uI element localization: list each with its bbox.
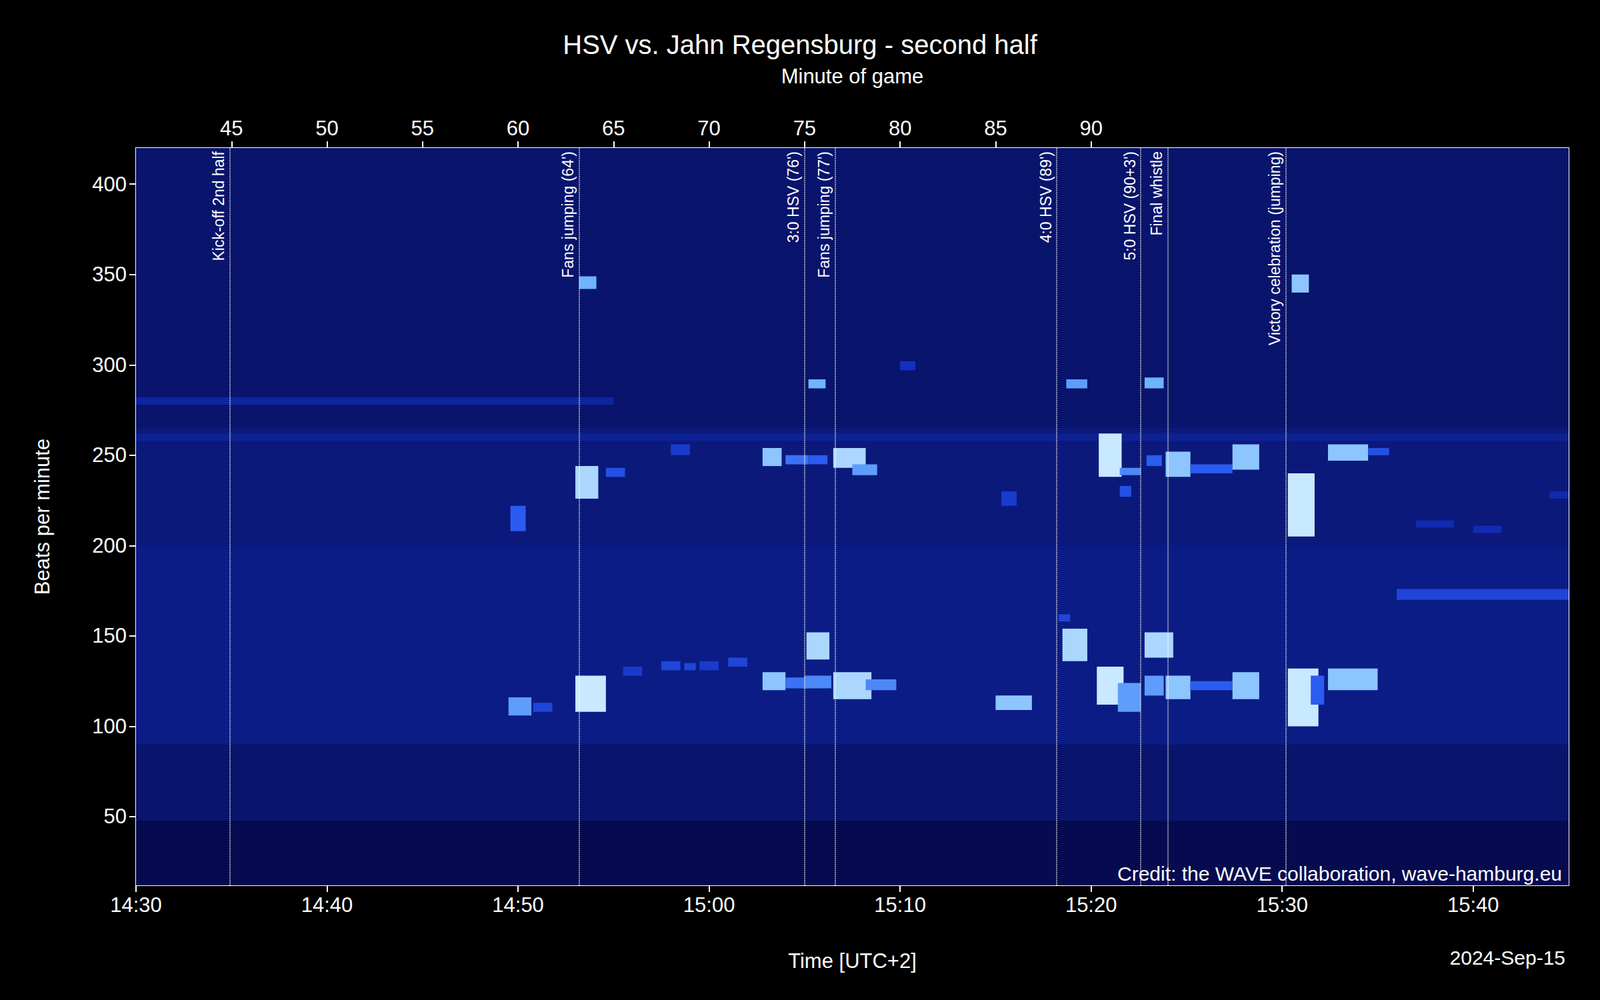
svg-text:14:30: 14:30 (110, 893, 162, 917)
svg-text:75: 75 (793, 116, 816, 140)
svg-text:250: 250 (92, 443, 127, 467)
svg-text:55: 55 (411, 116, 434, 140)
svg-text:4:0 HSV (89'): 4:0 HSV (89') (1037, 151, 1055, 243)
svg-text:50: 50 (315, 116, 338, 140)
svg-text:2024-Sep-15: 2024-Sep-15 (1450, 946, 1566, 969)
svg-text:14:50: 14:50 (492, 893, 544, 917)
svg-text:350: 350 (92, 262, 127, 286)
svg-text:Final whistle: Final whistle (1148, 151, 1166, 236)
svg-text:Kick-off 2nd half: Kick-off 2nd half (210, 150, 228, 261)
svg-text:Time [UTC+2]: Time [UTC+2] (788, 949, 917, 973)
svg-text:Fans jumping (77'): Fans jumping (77') (815, 151, 833, 278)
svg-text:45: 45 (220, 116, 243, 140)
svg-text:Victory celebration (jumping): Victory celebration (jumping) (1266, 151, 1284, 346)
svg-text:200: 200 (92, 534, 127, 558)
svg-text:70: 70 (697, 116, 720, 140)
svg-text:85: 85 (984, 116, 1007, 140)
svg-text:15:20: 15:20 (1065, 893, 1118, 917)
svg-text:15:40: 15:40 (1447, 893, 1500, 917)
svg-text:Minute of game: Minute of game (781, 64, 924, 88)
svg-text:14:40: 14:40 (301, 893, 354, 917)
svg-text:90: 90 (1079, 116, 1102, 140)
svg-text:Beats per minute: Beats per minute (30, 438, 54, 595)
svg-text:HSV vs. Jahn Regensburg - seco: HSV vs. Jahn Regensburg - second half (562, 30, 1038, 60)
svg-text:400: 400 (92, 172, 127, 196)
svg-text:15:00: 15:00 (683, 893, 736, 917)
svg-text:60: 60 (506, 116, 530, 140)
svg-text:100: 100 (92, 714, 127, 738)
svg-text:300: 300 (92, 353, 127, 377)
svg-text:80: 80 (888, 116, 912, 140)
svg-text:3:0 HSV (76'): 3:0 HSV (76') (784, 151, 802, 243)
svg-text:50: 50 (104, 804, 127, 828)
svg-text:Fans jumping (64'): Fans jumping (64') (559, 151, 577, 278)
svg-text:5:0 HSV (90+3'): 5:0 HSV (90+3') (1121, 151, 1139, 261)
svg-text:15:10: 15:10 (874, 893, 926, 917)
svg-text:15:30: 15:30 (1256, 893, 1308, 917)
svg-text:150: 150 (92, 624, 127, 648)
svg-text:Credit: the WAVE collaboration: Credit: the WAVE collaboration, wave-ham… (1117, 862, 1562, 885)
svg-text:65: 65 (602, 116, 625, 140)
